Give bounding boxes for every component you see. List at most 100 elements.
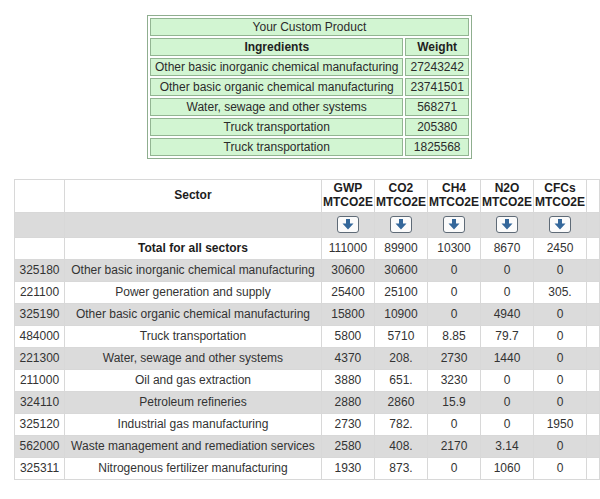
value-cell: 1930: [321, 457, 374, 479]
sector-name-cell: Other basic inorganic chemical manufactu…: [64, 259, 321, 281]
gas-unit: MTCO2E: [323, 195, 373, 209]
sector-results-table: Sector GWP MTCO2E CO2 MTCO2E CH4 MTCO2E …: [14, 179, 600, 480]
value-cell: 408.: [374, 435, 427, 457]
sector-name-cell: Industrial gas manufacturing: [64, 413, 321, 435]
spacer-cell: [587, 369, 600, 391]
value-cell: 30600: [374, 259, 427, 281]
sector-row: 562000Waste management and remediation s…: [15, 435, 600, 457]
spacer-cell: [587, 435, 600, 457]
down-arrow-icon: [554, 219, 566, 230]
value-cell: 2170: [427, 435, 480, 457]
sort-cfcs-button[interactable]: [549, 216, 571, 233]
co2-column-header: CO2 MTCO2E: [374, 180, 427, 213]
ingredient-name-cell: Truck transportation: [150, 118, 403, 136]
value-cell: 0: [427, 457, 480, 479]
value-cell: 0: [534, 435, 587, 457]
ingredient-name-cell: Water, sewage and other systems: [150, 98, 403, 116]
sort-buttons-row: [15, 212, 600, 237]
value-cell: 30600: [321, 259, 374, 281]
sector-code-cell: 325120: [15, 413, 65, 435]
page: Your Custom Product Ingredients Weight O…: [0, 0, 600, 499]
down-arrow-icon: [501, 219, 513, 230]
sector-name-cell: Power generation and supply: [64, 281, 321, 303]
sector-name-cell: Truck transportation: [64, 325, 321, 347]
sector-code-cell: 325180: [15, 259, 65, 281]
ch4-column-header: CH4 MTCO2E: [427, 180, 480, 213]
value-cell: 0: [480, 281, 533, 303]
value-cell: 0: [427, 303, 480, 325]
sector-row: 325311Nitrogenous fertilizer manufacturi…: [15, 457, 600, 479]
total-row: Total for all sectors1110008990010300867…: [15, 237, 600, 259]
sector-name-cell: Waste management and remediation service…: [64, 435, 321, 457]
sector-code-cell: 562000: [15, 435, 65, 457]
sort-co2-button[interactable]: [390, 216, 412, 233]
spacer-cell: [587, 281, 600, 303]
spacer-cell: [587, 413, 600, 435]
sort-n2o-button[interactable]: [496, 216, 518, 233]
custom-product-table: Your Custom Product Ingredients Weight O…: [147, 15, 472, 159]
down-arrow-icon: [395, 219, 407, 230]
value-cell: 0: [427, 259, 480, 281]
sector-row: 325180Other basic inorganic chemical man…: [15, 259, 600, 281]
value-cell: 0: [480, 413, 533, 435]
total-label-cell: Total for all sectors: [64, 237, 321, 259]
custom-product-header-row: Ingredients Weight: [150, 38, 469, 56]
value-cell: 1950: [534, 413, 587, 435]
sector-code-cell: 221300: [15, 347, 65, 369]
gwp-sort-cell: [321, 212, 374, 237]
empty-cell: [587, 212, 600, 237]
cfcs-column-header: CFCs MTCO2E: [534, 180, 587, 213]
results-header-row: Sector GWP MTCO2E CO2 MTCO2E CH4 MTCO2E …: [15, 180, 600, 213]
value-cell: 782.: [374, 413, 427, 435]
sector-name-cell: Nitrogenous fertilizer manufacturing: [64, 457, 321, 479]
value-cell: 0: [534, 369, 587, 391]
value-cell: 15800: [321, 303, 374, 325]
value-cell: 25400: [321, 281, 374, 303]
ingredient-weight-cell: 568271: [405, 98, 468, 116]
value-cell: 1060: [480, 457, 533, 479]
ingredient-row: Other basic inorganic chemical manufactu…: [150, 58, 469, 76]
spacer-cell: [587, 237, 600, 259]
gas-name: CH4: [442, 181, 466, 195]
sector-name-cell: Other basic organic chemical manufacturi…: [64, 303, 321, 325]
value-cell: 5710: [374, 325, 427, 347]
value-cell: 3.14: [480, 435, 533, 457]
sort-gwp-button[interactable]: [337, 216, 359, 233]
value-cell: 10900: [374, 303, 427, 325]
gas-unit: MTCO2E: [429, 195, 479, 209]
gas-name: CO2: [389, 181, 414, 195]
empty-cell: [64, 212, 321, 237]
value-cell: 79.7: [480, 325, 533, 347]
value-cell: 208.: [374, 347, 427, 369]
n2o-column-header: N2O MTCO2E: [480, 180, 533, 213]
value-cell: 111000: [321, 237, 374, 259]
sector-code-cell: 324110: [15, 391, 65, 413]
down-arrow-icon: [342, 219, 354, 230]
spacer-cell: [587, 457, 600, 479]
value-cell: 0: [534, 325, 587, 347]
cfcs-sort-cell: [534, 212, 587, 237]
results-table-body: Total for all sectors1110008990010300867…: [15, 237, 600, 479]
ingredient-row: Other basic organic chemical manufacturi…: [150, 78, 469, 96]
value-cell: 2880: [321, 391, 374, 413]
code-column-header: [15, 180, 65, 213]
spacer-cell: [587, 325, 600, 347]
spacer-cell: [587, 347, 600, 369]
value-cell: 2580: [321, 435, 374, 457]
sort-ch4-button[interactable]: [443, 216, 465, 233]
value-cell: 4370: [321, 347, 374, 369]
ingredient-weight-cell: 1825568: [405, 138, 468, 156]
sector-row: 325190Other basic organic chemical manuf…: [15, 303, 600, 325]
ingredients-column-header: Ingredients: [150, 38, 403, 56]
value-cell: 1440: [480, 347, 533, 369]
sector-row: 221300Water, sewage and other systems437…: [15, 347, 600, 369]
value-cell: 0: [427, 413, 480, 435]
ingredient-weight-cell: 27243242: [405, 58, 468, 76]
value-cell: 5800: [321, 325, 374, 347]
value-cell: 0: [534, 259, 587, 281]
value-cell: 15.9: [427, 391, 480, 413]
value-cell: 8670: [480, 237, 533, 259]
gas-name: CFCs: [544, 181, 575, 195]
ch4-sort-cell: [427, 212, 480, 237]
sector-code-cell: [15, 237, 65, 259]
